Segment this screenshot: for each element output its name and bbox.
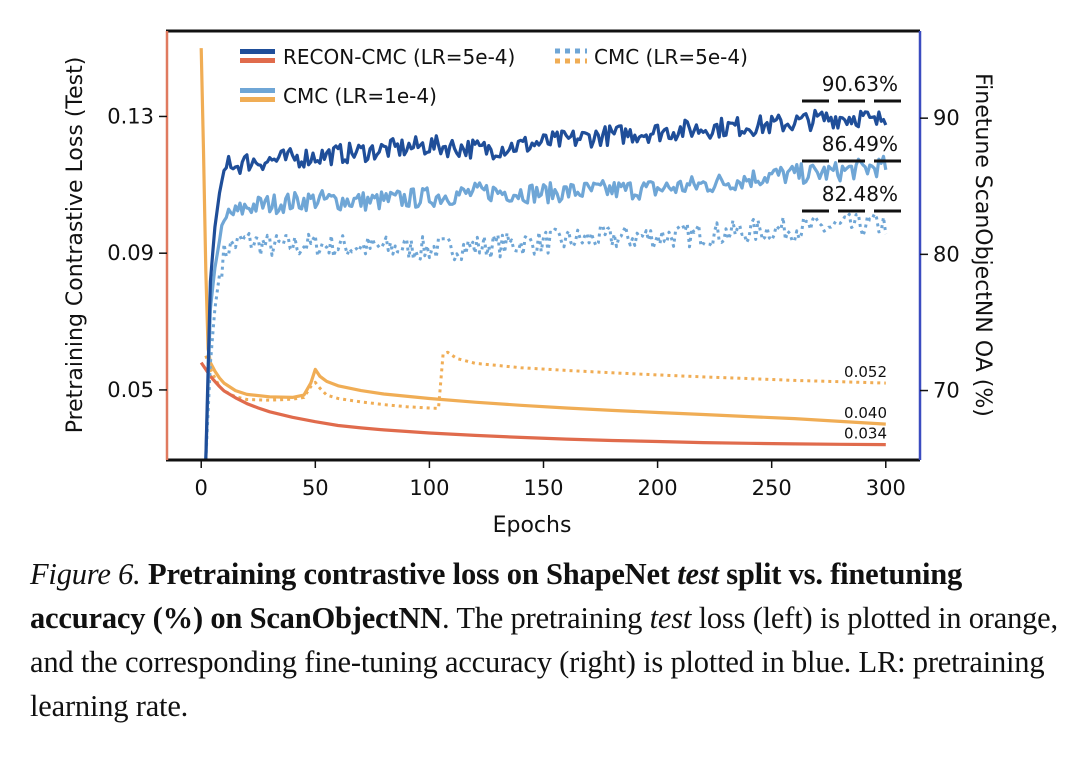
figure-caption: Figure 6. Pretraining contrastive loss o…	[30, 552, 1060, 728]
chart: 90.63% 86.49% 82.48% 0.052 0.040 0.034 0 50 100…	[63, 29, 995, 538]
x-tick-label-50: 50	[302, 476, 329, 500]
annotation-value-0: 90.63%	[822, 72, 898, 96]
annotation-value-4: 0.040	[844, 404, 887, 422]
x-tick-label-150: 150	[523, 476, 563, 500]
annotation-value-5: 0.034	[844, 425, 887, 443]
y-axis-title-right: Finetune ScanObjectNN OA (%)	[970, 73, 995, 417]
series-recon-cmc-lr-5e-4-loss	[199, 361, 886, 447]
series-cmc-lr-1e-4-accuracy	[204, 154, 888, 461]
legend-item-recon-cmc: RECON-CMC (LR=5e-4)	[240, 45, 515, 69]
legend-label-cmc-1e4: CMC (LR=1e-4)	[283, 84, 437, 108]
y-left-tick-label-1: 0.09	[107, 241, 154, 265]
x-tick-label-200: 200	[638, 476, 678, 500]
caption-bold-italic: test	[677, 557, 719, 591]
x-tick-label-250: 250	[752, 476, 792, 500]
caption-bold-1: Pretraining contrastive loss on ShapeNet	[148, 557, 670, 591]
legend: RECON-CMC (LR=5e-4) CMC (LR=5e-4) CMC (L…	[240, 45, 748, 108]
x-axis-title: Epochs	[493, 513, 572, 538]
series-layer	[199, 48, 888, 461]
x-tick-label-300: 300	[866, 476, 906, 500]
caption-label: Figure 6.	[30, 557, 141, 591]
y-left-tick-label-2: 0.13	[107, 104, 154, 128]
caption-text-1: . The pretraining	[442, 601, 643, 635]
caption-italic: test	[649, 601, 692, 635]
legend-swatch-recon-loss	[240, 58, 275, 63]
caption-text-2: loss (left) is plotted in orange, and th…	[30, 601, 1058, 723]
legend-swatch-cmc1e4-loss	[240, 97, 275, 102]
annotation-value-1: 86.49%	[822, 132, 898, 156]
y-right-tick-label-0: 70	[933, 379, 960, 403]
annotation-value-3: 0.052	[844, 363, 887, 381]
y-right-tick-label-2: 90	[933, 106, 960, 130]
y-right-tick-label-1: 80	[933, 242, 960, 266]
x-tick-label-100: 100	[409, 476, 449, 500]
series-cmc-lr-1e-4-loss	[199, 48, 886, 426]
series-recon-cmc-lr-5e-4-accuracy	[204, 108, 888, 461]
legend-swatch-recon-acc	[240, 49, 275, 54]
legend-swatch-cmc1e4-acc	[240, 88, 275, 93]
annotation-layer: 90.63% 86.49% 82.48% 0.052 0.040 0.034	[802, 72, 902, 443]
caption-bold-2: split vs. finetuning accuracy (%) on Sca…	[30, 557, 963, 635]
series-cmc-lr-5e-4-accuracy	[204, 212, 888, 461]
x-tick-label-0: 0	[195, 476, 208, 500]
legend-label-cmc-5e4: CMC (LR=5e-4)	[594, 45, 748, 69]
y-left-tick-label-0: 0.05	[107, 378, 154, 402]
y-axis-title-left: Pretraining Contrastive Loss (Test)	[63, 57, 88, 434]
series-cmc-lr-5e-4-loss	[204, 350, 886, 410]
annotation-value-2: 82.48%	[822, 182, 898, 206]
legend-item-cmc-5e4: CMC (LR=5e-4)	[555, 45, 748, 69]
axis-layer: 0 50 100 150 200 250 300 0.05 0.09 0.13 70 80 90	[107, 104, 960, 500]
legend-item-cmc-1e4: CMC (LR=1e-4)	[240, 84, 437, 108]
legend-label-recon-cmc: RECON-CMC (LR=5e-4)	[283, 45, 515, 69]
